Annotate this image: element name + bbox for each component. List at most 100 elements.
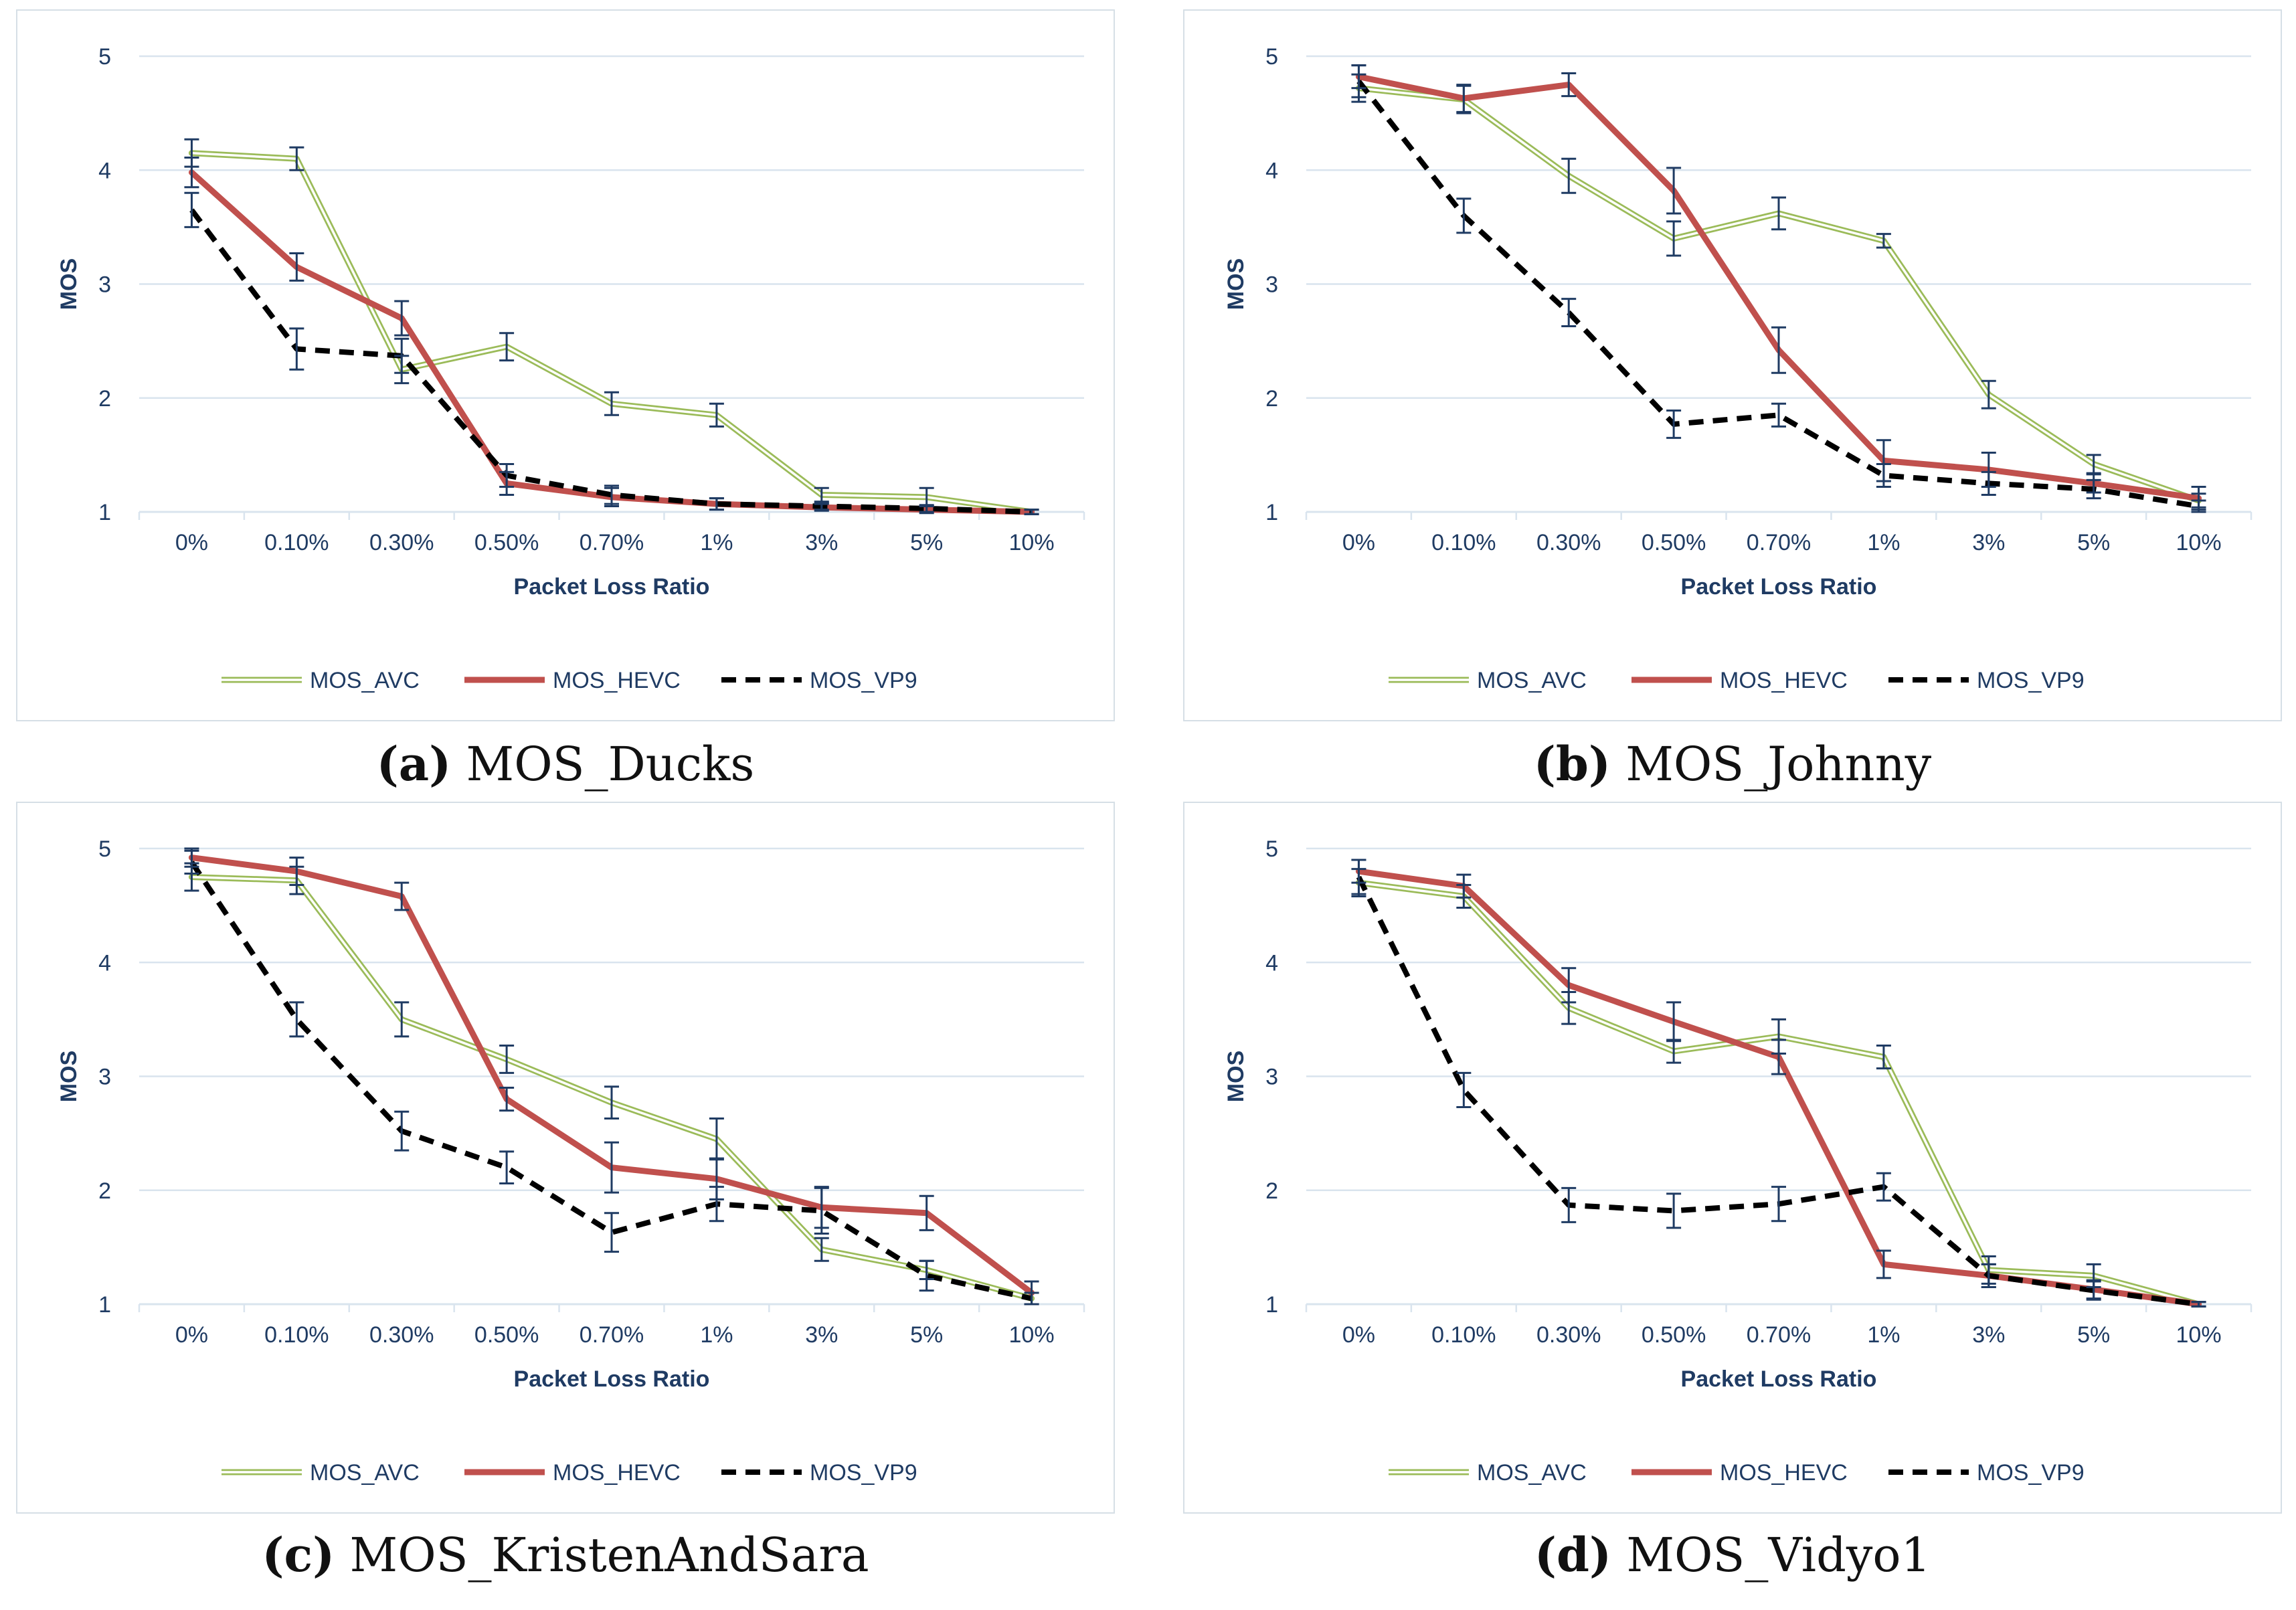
chart-panel-d: 1 2 3 4 5 0% 0.10% 0.30% 0.50% 0.70% 1% 3% 5% 10% Pack…	[1183, 802, 2282, 1514]
series-avc-d-line-inner	[1357, 881, 2200, 1306]
legend-label-avc-d: MOS_AVC	[1477, 1460, 1587, 1486]
caption-letter-c: (c)	[262, 1527, 335, 1583]
x-tick-label-d-4: 0.70%	[1747, 1322, 1811, 1348]
chart-svg-c: 1 2 3 4 5 0% 0.10% 0.30% 0.50% 0.70% 1% 3% 5% 10% Pack…	[56, 836, 1085, 1486]
errorbars-hevc-d	[1351, 859, 2206, 1308]
caption-c: (c) MOS_KristenAndSara	[16, 1527, 1115, 1583]
y-tick-label-b-1: 2	[1265, 386, 1278, 412]
errorbar-avc-d-5	[1876, 1045, 1891, 1070]
legend-item-avc-c: MOS_AVC	[222, 1460, 420, 1486]
errorbars-hevc-b	[1351, 64, 2206, 511]
x-tick-label-d-6: 3%	[1972, 1322, 2005, 1348]
errorbar-vp9-b-8	[2191, 499, 2206, 513]
errorbar-hevc-d-4	[1771, 1039, 1786, 1075]
errorbar-vp9-a-0	[184, 191, 199, 228]
legend-label-hevc-c: MOS_HEVC	[553, 1460, 681, 1486]
y-tick-label-a-3: 4	[98, 158, 111, 183]
legend-item-avc-d: MOS_AVC	[1389, 1460, 1587, 1486]
errorbar-vp9-d-1	[1456, 1071, 1472, 1108]
legend-item-hevc-c: MOS_HEVC	[464, 1460, 681, 1486]
series-hevc-d-line	[1355, 868, 2202, 1308]
x-tick-label-a-4: 0.70%	[580, 530, 644, 555]
errorbar-avc-b-7	[2086, 454, 2101, 474]
errorbar-hevc-a-0	[184, 157, 199, 189]
errorbar-vp9-a-6	[814, 501, 829, 511]
x-tick-label-b-1: 0.10%	[1431, 530, 1496, 555]
caption-d: (d) MOS_Vidyo1	[1183, 1527, 2282, 1583]
errorbars-hevc-a	[184, 157, 1039, 515]
x-tick-label-c-4: 0.70%	[580, 1322, 644, 1348]
errorbar-hevc-c-3	[499, 1087, 515, 1112]
errorbar-vp9-b-3	[1666, 409, 1682, 439]
errorbar-avc-b-6	[1981, 379, 1996, 410]
errorbar-avc-a-3	[499, 332, 515, 362]
series-vp9-a	[189, 208, 1032, 515]
legend-item-hevc-d: MOS_HEVC	[1631, 1460, 1848, 1486]
x-tick-label-b-8: 10%	[2176, 530, 2222, 555]
errorbar-hevc-d-1	[1456, 873, 1472, 899]
errorbars-avc-d	[1351, 868, 2206, 1308]
series-hevc-a-line	[188, 169, 1035, 515]
legend-item-vp9-a: MOS_VP9	[721, 668, 917, 693]
x-tick-label-a-7: 5%	[910, 530, 943, 555]
series-vp9-c-line	[189, 861, 1033, 1302]
errorbar-vp9-d-2	[1561, 1186, 1577, 1223]
y-axis-title-a: MOS	[56, 258, 82, 310]
x-tick-label-a-5: 1%	[700, 530, 733, 555]
errorbar-vp9-d-3	[1666, 1192, 1682, 1229]
errorbars-avc-b	[1351, 73, 2206, 509]
x-tick-label-c-2: 0.30%	[369, 1322, 434, 1348]
errorbar-vp9-d-4	[1771, 1186, 1786, 1223]
y-tick-label-a-2: 3	[98, 272, 111, 298]
errorbar-hevc-b-1	[1456, 84, 1472, 113]
x-tick-label-c-6: 3%	[805, 1322, 838, 1348]
errorbar-vp9-b-2	[1561, 298, 1577, 327]
series-hevc-a	[188, 169, 1035, 515]
legend-item-vp9-c: MOS_VP9	[721, 1460, 917, 1486]
legend-item-avc-a: MOS_AVC	[222, 668, 420, 693]
legend-label-vp9-c: MOS_VP9	[810, 1460, 917, 1486]
series-avc-a	[188, 150, 1035, 515]
x-tick-label-c-8: 10%	[1009, 1322, 1055, 1348]
legend-label-avc-b: MOS_AVC	[1477, 668, 1587, 693]
errorbar-hevc-d-5	[1876, 1249, 1891, 1279]
y-tick-label-d-2: 3	[1265, 1065, 1278, 1090]
errorbar-hevc-c-4	[604, 1141, 619, 1194]
legend-label-hevc-a: MOS_HEVC	[553, 668, 681, 693]
x-tick-label-d-8: 10%	[2176, 1322, 2222, 1348]
y-axis-title-c: MOS	[56, 1051, 82, 1102]
caption-letter-d: (d)	[1534, 1527, 1612, 1583]
y-tick-label-c-1: 2	[98, 1178, 111, 1204]
errorbar-vp9-c-0	[184, 849, 199, 875]
x-axis-title-b: Packet Loss Ratio	[1681, 574, 1877, 600]
errorbar-avc-a-1	[289, 146, 304, 171]
errorbars-vp9-a	[184, 191, 1039, 515]
legend-label-avc-a: MOS_AVC	[310, 668, 420, 693]
errorbar-vp9-a-2	[394, 337, 410, 374]
errorbar-avc-a-4	[604, 391, 619, 416]
x-tick-label-b-5: 1%	[1867, 530, 1900, 555]
x-tick-label-c-0: 0%	[175, 1322, 208, 1348]
errorbar-hevc-c-1	[289, 857, 304, 886]
y-tick-label-b-3: 4	[1265, 158, 1278, 183]
errorbar-avc-a-6	[814, 486, 829, 503]
x-tick-label-b-4: 0.70%	[1747, 530, 1811, 555]
errorbar-hevc-b-2	[1561, 72, 1577, 98]
legend-item-vp9-b: MOS_VP9	[1888, 668, 2085, 693]
errorbar-vp9-d-8	[2191, 1301, 2206, 1308]
errorbar-hevc-d-3	[1666, 1001, 1682, 1043]
caption-text-b: MOS_Johnny	[1625, 737, 1932, 792]
x-tick-label-d-3: 0.50%	[1642, 1322, 1706, 1348]
y-tick-label-d-3: 4	[1265, 950, 1278, 976]
chart-panel-b: 1 2 3 4 5 0% 0.10% 0.30% 0.50% 0.70% 1% 3% 5% 10% Pack…	[1183, 9, 2282, 721]
errorbar-vp9-c-5	[709, 1186, 724, 1223]
x-tick-label-d-1: 0.10%	[1431, 1322, 1496, 1348]
chart-svg-b: 1 2 3 4 5 0% 0.10% 0.30% 0.50% 0.70% 1% 3% 5% 10% Pack…	[1223, 44, 2253, 693]
x-tick-label-b-7: 5%	[2077, 530, 2110, 555]
x-tick-label-c-1: 0.10%	[264, 1322, 329, 1348]
caption-letter-b: (b)	[1533, 736, 1611, 792]
errorbar-avc-c-6	[814, 1237, 829, 1262]
errorbar-vp9-d-7	[2086, 1280, 2101, 1301]
series-vp9-d	[1356, 875, 2200, 1307]
errorbar-vp9-d-5	[1876, 1172, 1891, 1202]
